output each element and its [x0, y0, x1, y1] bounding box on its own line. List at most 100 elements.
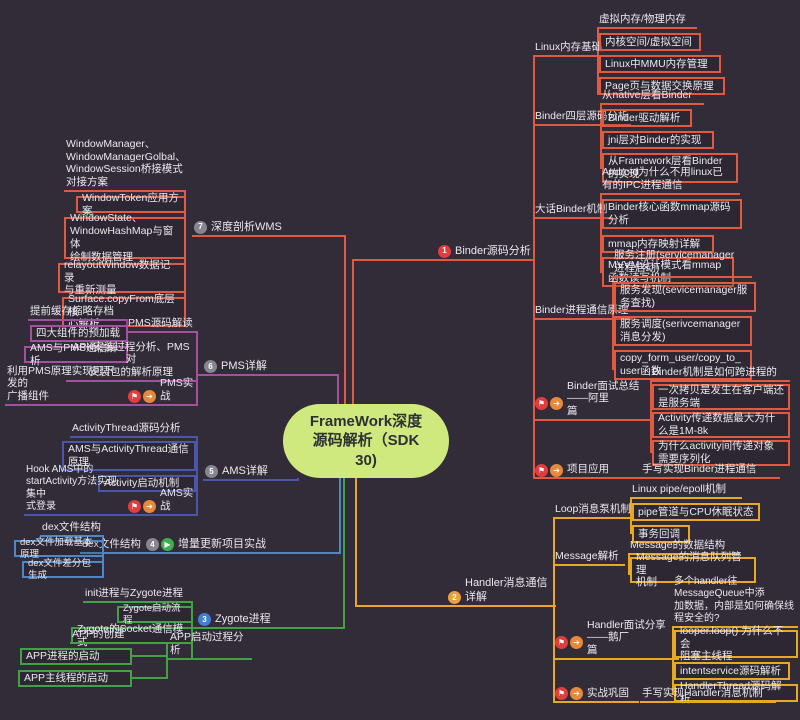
wms-window-manager-bridge-label: WindowManager、 WindowManagerGolbal、 Wind…: [66, 137, 186, 189]
transaction-callback[interactable]: 事务回调: [632, 525, 690, 543]
handler-interview-share[interactable]: ⚑ ➔ Handler面试分享——鹅厂 篇: [553, 619, 679, 660]
pms-ams-communication[interactable]: AMS与PMS通信解析: [24, 342, 128, 367]
service-registration[interactable]: 服务注册(servicemanager 进程启动): [612, 246, 752, 278]
pms-broadcast-component-label: 利用PMS原理实现可下发的 广播组件: [7, 364, 114, 403]
binder-mmap-source[interactable]: Binder核心函数mmap源码 分析: [602, 199, 742, 229]
service-discovery[interactable]: 服务发现(sevicemanager服 务查找): [614, 282, 756, 312]
pms-source-reading[interactable]: PMS源码解读: [126, 317, 196, 333]
binder-four-layers[interactable]: Binder四层源码分析: [533, 110, 631, 126]
topic-marker-icons: ⚑ ➔: [535, 397, 563, 410]
dex-load-principle[interactable]: dex文件加载基本原理: [14, 537, 104, 560]
framework-layer-binder[interactable]: 从Framework层看Binder 的实现: [602, 153, 738, 183]
multi-handler-thread-safety[interactable]: 多个handler往 MessageQueue中添 加数据，内部是如何确保线 程…: [672, 576, 798, 628]
wms-window-state[interactable]: WindowState、 WindowHashMap与窗体 绘制数据管理: [64, 212, 186, 263]
zygote-branch[interactable]: 3 Zygote进程: [150, 613, 345, 629]
handwrite-handler-mechanism[interactable]: 手写实现Handler消息机制: [640, 687, 776, 703]
binder-branch-label: Binder源码分析: [455, 244, 531, 257]
wms-relayout-window[interactable]: relayoutWindow数据记录 与重新测量: [58, 259, 186, 296]
dex-diff-package[interactable]: dex文件差分包生成: [22, 558, 104, 581]
wms-branch[interactable]: 7 深度剖析WMS: [192, 220, 344, 237]
binder-interview-summary[interactable]: ⚑ ➔ Binder面试总结——阿里 篇: [533, 380, 651, 421]
transaction-callback-label: 事务回调: [638, 527, 680, 540]
binder-branch[interactable]: 1 Binder源码分析: [436, 244, 533, 261]
binder-ipc-principle[interactable]: Binder进程通信原理: [533, 304, 633, 320]
project-application[interactable]: ⚑ ➔ 项目应用: [533, 463, 640, 479]
pms-branch[interactable]: 6 PMS详解: [196, 360, 337, 376]
kernel-space-virtual-space[interactable]: 内核空间/虚拟空间: [599, 33, 701, 51]
pipe-cpu-sleep[interactable]: pipe管道与CPU休眠状态: [632, 503, 760, 521]
wms-relayout-window-label: relayoutWindow数据记录 与重新测量: [64, 258, 171, 297]
message-data-structure[interactable]: Message的数据结构: [628, 539, 740, 555]
linux-memory-basics[interactable]: Linux内存基础: [533, 41, 607, 57]
circled-7-icon: 7: [194, 220, 207, 234]
ams-activitythread-analysis[interactable]: ActivityThread源码分析: [70, 422, 196, 438]
connector-line: [553, 517, 555, 703]
zygote-boot-flow[interactable]: Zygote启动流程: [117, 603, 193, 626]
ams-branch[interactable]: 5 AMS详解: [203, 465, 299, 481]
linux-pipe-epoll-label: Linux pipe/epoll机制: [632, 483, 726, 496]
handlerthread-source[interactable]: HandlerThread源码解析: [674, 680, 798, 705]
zygote-init-process[interactable]: init进程与Zygote进程: [83, 587, 193, 603]
dex-structure[interactable]: dex文件结构: [40, 521, 104, 537]
intentservice-source[interactable]: intentservice源码解析: [674, 662, 790, 680]
arrow-icon: ➔: [143, 390, 156, 403]
arrow-icon: ➔: [550, 464, 563, 477]
message-analysis[interactable]: Message解析: [553, 550, 625, 566]
ams-activitythread-communication[interactable]: AMS与ActivityThread通信 原理: [62, 441, 196, 471]
pms-practice[interactable]: ⚑ ➔ PMS实战: [126, 377, 196, 406]
ams-hook-startactivity[interactable]: Hook AMS中的 startActivity方法实现集中 式登录: [24, 464, 126, 516]
pms-ams-communication-label: AMS与PMS通信解析: [30, 341, 118, 367]
connector-line: [339, 478, 341, 554]
binder-mechanism-talk[interactable]: 大话Binder机制: [533, 203, 613, 219]
pms-apk-install-analysis[interactable]: APK安装过程分析、PMS对 安装包的解析原理: [66, 341, 196, 382]
activity-serialization-why[interactable]: 为什么activity间传递对象 需要序列化: [652, 440, 790, 466]
pms-four-components-preload[interactable]: 四大组件的预加载: [30, 325, 128, 342]
wms-surface-copyfrom[interactable]: Surface.copyFrom底层核 心解析: [62, 293, 186, 330]
native-layer-binder[interactable]: 从native层看Binder: [600, 89, 704, 105]
connector-line: [196, 436, 198, 516]
jni-binder-implementation[interactable]: jni层对Binder的实现: [602, 131, 714, 149]
linux-pipe-epoll[interactable]: Linux pipe/epoll机制: [630, 483, 742, 499]
connector-line: [344, 235, 346, 404]
app-process-start[interactable]: APP进程的启动: [20, 648, 132, 665]
circled-1-icon: 1: [438, 244, 451, 258]
linux-mmu-memory[interactable]: Linux中MMU内存管理: [599, 55, 721, 73]
root-topic[interactable]: FrameWork深度 源码解析（SDK 30): [283, 404, 449, 478]
pms-precache[interactable]: 提前缓存缩略存档: [28, 305, 126, 321]
app-main-thread-start[interactable]: APP主线程的启动: [18, 670, 132, 687]
handlerthread-source-label: HandlerThread源码解析: [680, 680, 782, 705]
looper-loop-no-block[interactable]: looper.loop() 为什么不会 阻塞主线程: [674, 625, 798, 662]
activity-data-limit[interactable]: Activity传递数据最大为什 么是1M-8k: [652, 412, 790, 438]
ams-activitythread-communication-label: AMS与ActivityThread通信 原理: [68, 443, 189, 468]
connector-line: [612, 276, 614, 370]
pms-broadcast-component[interactable]: 利用PMS原理实现可下发的 广播组件: [5, 365, 126, 406]
app-creation[interactable]: APP的创建: [70, 628, 168, 644]
handler-branch[interactable]: 2 Handler消息通信详解: [446, 577, 556, 607]
binder-interview-summary-label: Binder面试总结——阿里 篇: [567, 379, 640, 418]
handwrite-binder-ipc[interactable]: 手写实现Binder进程通信: [640, 463, 780, 479]
handler-branch-label: Handler消息通信详解: [465, 577, 548, 603]
virtual-physical-memory[interactable]: 虚拟内存/物理内存: [597, 13, 697, 29]
topic-marker-icons: 3: [198, 613, 211, 626]
binder-driver-analysis[interactable]: Binder驱动解析: [602, 109, 692, 127]
topic-marker-icons: 2: [448, 591, 461, 604]
wms-window-manager-bridge[interactable]: WindowManager、 WindowManagerGolbal、 Wind…: [64, 138, 186, 192]
binder-cross-process-how[interactable]: Binder机制是如何跨进程的: [650, 366, 790, 382]
practice-consolidation[interactable]: ⚑ ➔ 实战巩固: [553, 687, 639, 703]
zygote-app-launch-analysis[interactable]: APP启动过程分析: [168, 631, 252, 660]
flag-icon: ⚑: [555, 687, 568, 700]
message-queue-management[interactable]: Message的消息队列管理 机制: [630, 551, 756, 588]
incremental-update-branch[interactable]: 4 ▶ 增量更新项目实战: [144, 538, 341, 554]
page-data-exchange[interactable]: Page页与数据交换原理: [599, 77, 725, 95]
ams-activity-launch[interactable]: Activity启动机制: [98, 475, 196, 492]
service-dispatch[interactable]: 服务调度(serivcemanager 消息分发): [614, 316, 752, 346]
copy-user-functions[interactable]: copy_form_user/copy_to_ user函数: [614, 350, 752, 380]
one-copy-where[interactable]: 一次拷贝是发生在客户端还 是服务端: [652, 384, 790, 410]
wms-window-token[interactable]: WindowToken应用方案: [76, 192, 186, 217]
android-ipc-why[interactable]: Android为什么不用linux已 有的IPC进程通信: [600, 163, 740, 195]
mmap-memory-mapping[interactable]: mmap内存映射详解: [602, 235, 714, 253]
activity-data-limit-label: Activity传递数据最大为什 么是1M-8k: [658, 412, 776, 437]
ams-practice[interactable]: ⚑ ➔ AMS实战: [126, 487, 196, 516]
loop-message-pump[interactable]: Loop消息泵机制: [553, 503, 633, 519]
flag-icon: ⚑: [555, 636, 568, 649]
